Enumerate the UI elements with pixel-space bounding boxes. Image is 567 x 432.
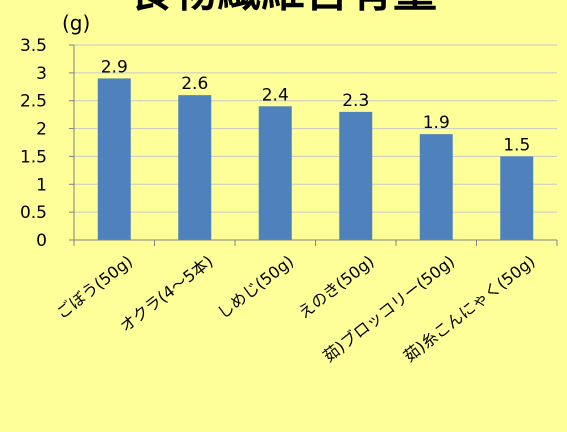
axes — [69, 44, 558, 246]
category-label-1: ごぼう(50g) — [53, 252, 136, 323]
y-tick-labels: 0 0.5 1 1.5 2 2.5 3 3.5 — [20, 36, 47, 251]
bar-5 — [419, 134, 453, 240]
y-tick-label: 1 — [36, 175, 47, 195]
y-tick-label: 2.5 — [20, 92, 47, 112]
gridlines — [74, 44, 557, 213]
bar-3 — [258, 106, 292, 241]
category-label-5: 茹)ブロッコリー(50g) — [319, 252, 458, 366]
data-label-1: 2.9 — [101, 57, 128, 77]
data-label-5: 1.9 — [423, 113, 450, 133]
bar-1 — [97, 78, 131, 240]
data-label-6: 1.5 — [503, 135, 530, 155]
bar-4 — [339, 111, 373, 240]
data-label-2: 2.6 — [181, 74, 208, 94]
category-labels: ごぼう(50g)オクラ(4～5本)しめじ(50g)えのき(50g)茹)ブロッコリ… — [53, 252, 539, 366]
category-label-6: 茹)糸こんにゃく(50g) — [400, 252, 539, 366]
bars — [97, 78, 534, 241]
y-tick-label: 3.5 — [20, 36, 47, 56]
category-label-3: しめじ(50g) — [214, 252, 297, 323]
bar-6 — [500, 156, 534, 240]
data-labels: 2.9 2.6 2.4 2.3 1.9 1.5 — [101, 57, 531, 155]
y-tick-label: 2 — [36, 120, 47, 140]
y-axis-unit-label: (g) — [62, 11, 90, 35]
y-tick-label: 0.5 — [20, 203, 47, 223]
y-tick-label: 3 — [36, 64, 47, 84]
y-tick-label: 1.5 — [20, 147, 47, 167]
category-label-4: えのき(50g) — [295, 252, 378, 323]
data-label-3: 2.4 — [262, 85, 289, 105]
y-tick-label: 0 — [36, 231, 47, 251]
data-label-4: 2.3 — [342, 91, 369, 111]
bar-2 — [178, 95, 212, 241]
chart-title: 食物繊維含有量 — [129, 0, 437, 17]
